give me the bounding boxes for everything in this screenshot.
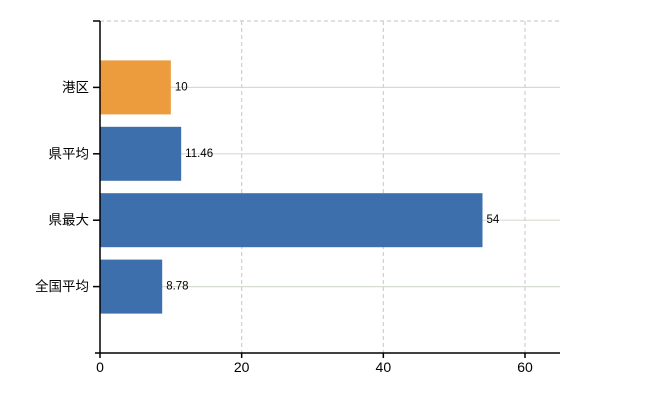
bar-全国平均 bbox=[100, 259, 163, 314]
category-label-2: 県平均 bbox=[49, 146, 90, 161]
category-label-3: 県最大 bbox=[49, 213, 90, 228]
bar-value-label: 8.78 bbox=[166, 281, 188, 293]
bar-県最大 bbox=[100, 193, 483, 248]
x-tick-label: 0 bbox=[96, 359, 104, 375]
x-tick-label: 40 bbox=[376, 359, 392, 375]
category-label-4: 全国平均 bbox=[35, 278, 89, 294]
bar-value-label: 54 bbox=[487, 214, 500, 226]
bar-港区 bbox=[100, 60, 171, 115]
x-tick-label: 20 bbox=[234, 359, 250, 375]
bar-value-label: 10 bbox=[175, 81, 188, 93]
bar-value-label: 11.46 bbox=[185, 148, 213, 160]
x-tick-label: 60 bbox=[517, 359, 533, 375]
bar-県平均 bbox=[100, 126, 182, 181]
category-label-1: 港区 bbox=[62, 80, 89, 95]
